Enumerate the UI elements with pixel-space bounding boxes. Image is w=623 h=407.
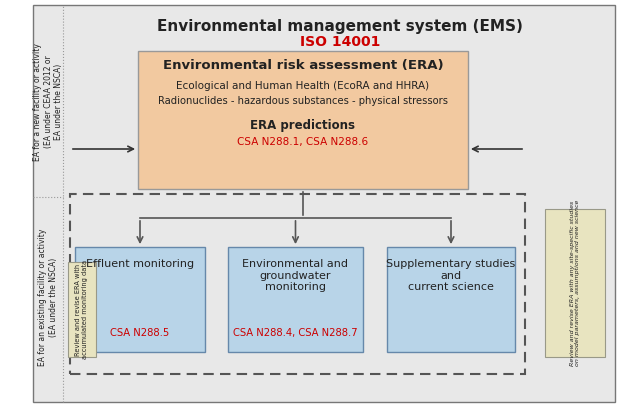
FancyBboxPatch shape	[75, 247, 205, 352]
Text: ERA predictions: ERA predictions	[250, 119, 356, 132]
FancyBboxPatch shape	[138, 51, 468, 189]
Text: CSA N288.4, CSA N288.7: CSA N288.4, CSA N288.7	[233, 328, 358, 338]
Text: CSA N288.1, CSA N288.6: CSA N288.1, CSA N288.6	[237, 137, 369, 147]
Text: Environmental and
groundwater
monitoring: Environmental and groundwater monitoring	[242, 259, 348, 292]
Text: ISO 14001: ISO 14001	[300, 35, 380, 49]
Text: EA for a new facility or activity
(EA under CEAA 2012 or
EA under the NSCA): EA for a new facility or activity (EA un…	[33, 43, 63, 161]
Text: EA for an existing facility or activity
(EA under the NSCA): EA for an existing facility or activity …	[38, 228, 58, 365]
FancyBboxPatch shape	[33, 5, 615, 402]
Text: Radionuclides - hazardous substances - physical stressors: Radionuclides - hazardous substances - p…	[158, 96, 448, 106]
Text: CSA N288.5: CSA N288.5	[110, 328, 169, 338]
Text: Environmental management system (EMS): Environmental management system (EMS)	[157, 19, 523, 34]
FancyBboxPatch shape	[387, 247, 515, 352]
Text: Environmental risk assessment (ERA): Environmental risk assessment (ERA)	[163, 59, 444, 72]
Text: Review and revise ERA with any site-specific studies
on model parameters, assump: Review and revise ERA with any site-spec…	[569, 200, 581, 366]
FancyBboxPatch shape	[68, 262, 96, 357]
Text: Review and revise ERA with
accumulated monitoring data: Review and revise ERA with accumulated m…	[75, 260, 88, 359]
Text: Ecological and Human Health (EcoRA and HHRA): Ecological and Human Health (EcoRA and H…	[176, 81, 430, 91]
Text: Supplementary studies
and
current science: Supplementary studies and current scienc…	[386, 259, 516, 292]
FancyBboxPatch shape	[545, 209, 605, 357]
FancyBboxPatch shape	[228, 247, 363, 352]
Text: Effluent monitoring: Effluent monitoring	[86, 259, 194, 269]
